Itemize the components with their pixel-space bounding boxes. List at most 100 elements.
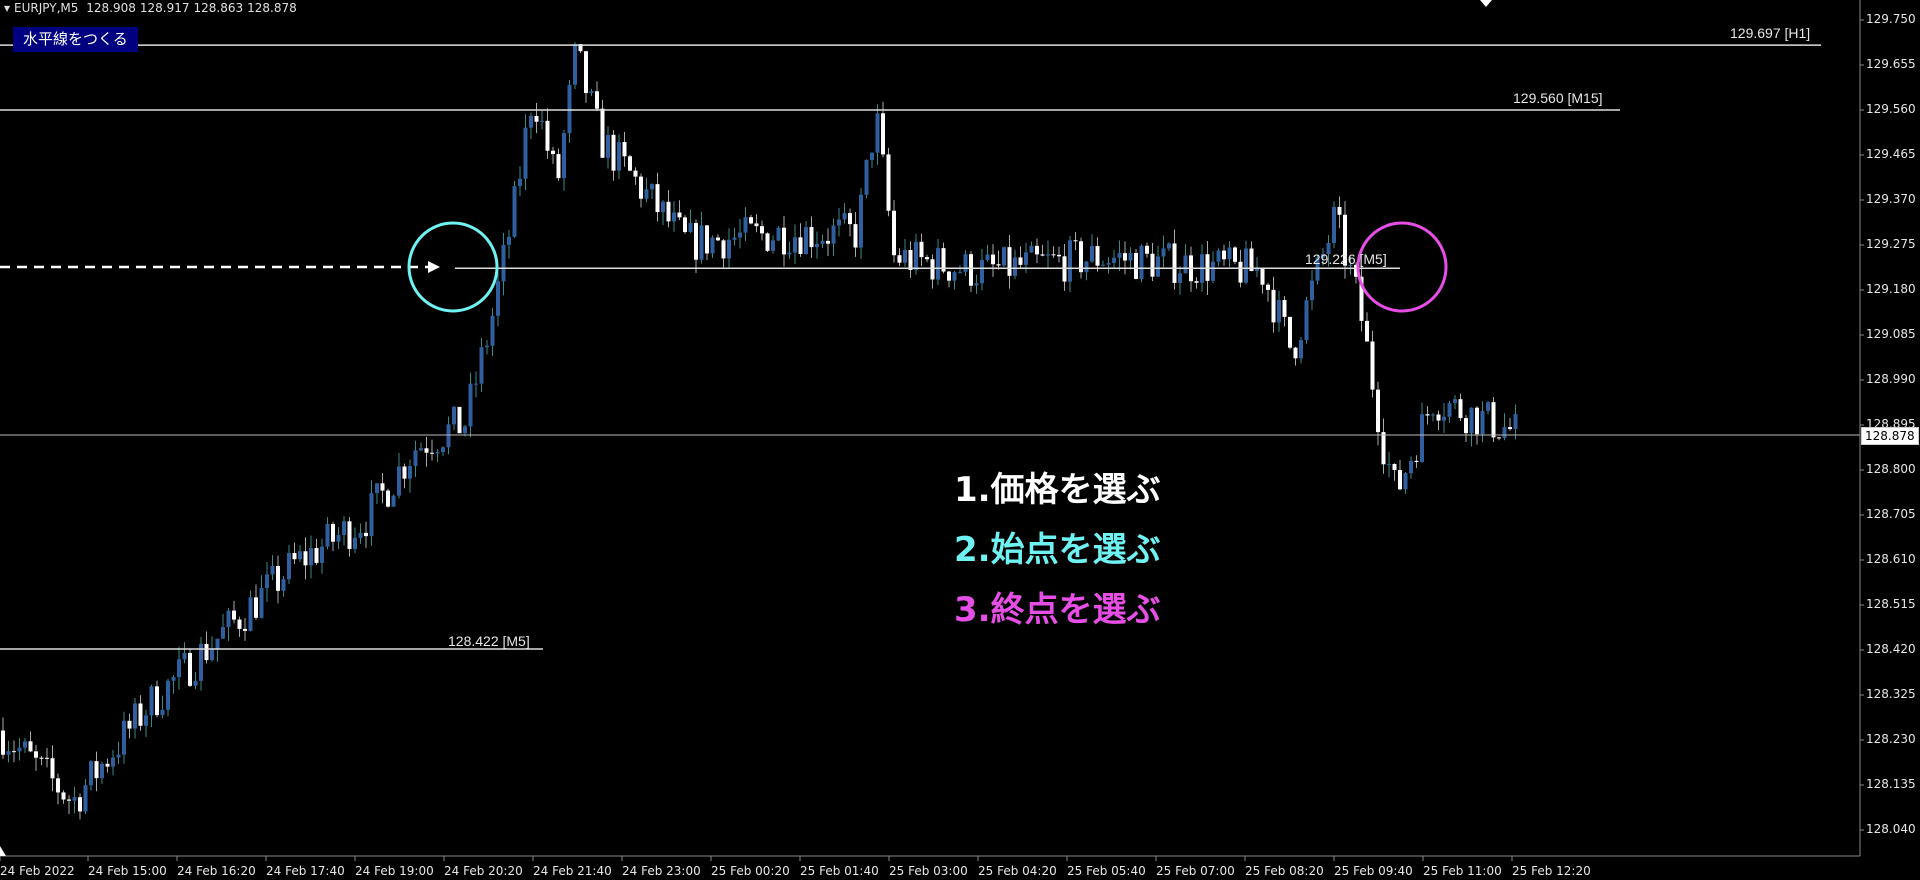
bull-candle: [149, 686, 154, 716]
bear-candle: [633, 170, 638, 177]
bull-candle: [831, 225, 836, 244]
open-value: 128.908: [86, 1, 136, 15]
bear-candle: [50, 758, 55, 779]
bull-candle: [309, 548, 313, 566]
bull-candle: [342, 521, 346, 535]
bear-candle: [1508, 427, 1512, 430]
bear-candle: [798, 237, 803, 254]
bear-candle: [1354, 264, 1358, 277]
bull-candle: [1304, 300, 1309, 341]
bear-candle: [56, 778, 60, 793]
bull-candle: [1502, 427, 1507, 439]
dropdown-triangle-icon[interactable]: ▾: [4, 1, 11, 15]
bear-candle: [1370, 341, 1375, 390]
bear-candle: [1222, 250, 1226, 260]
bull-candle: [859, 194, 863, 248]
bear-candle: [1079, 241, 1083, 273]
bull-candle: [1255, 268, 1259, 272]
bull-candle: [100, 763, 104, 779]
bear-candle: [1398, 469, 1402, 490]
bull-candle: [166, 680, 170, 710]
bull-candle: [1046, 254, 1050, 256]
bear-candle: [303, 551, 308, 566]
bear-candle: [1018, 257, 1023, 265]
bear-candle: [886, 154, 891, 211]
bear-candle: [754, 223, 759, 227]
bear-candle: [402, 466, 407, 479]
bull-candle: [1029, 245, 1034, 253]
bear-candle: [138, 703, 143, 726]
bear-candle: [331, 523, 335, 542]
shift-marker-icon[interactable]: [1480, 0, 1492, 7]
bull-candle: [1277, 300, 1281, 323]
bear-candle: [749, 217, 753, 224]
bull-candle: [1084, 261, 1089, 273]
bear-candle: [237, 619, 242, 629]
bull-candle: [397, 466, 401, 496]
price-tick-label: 128.515: [1866, 597, 1916, 611]
price-tick-label: 128.990: [1866, 372, 1916, 386]
bull-candle: [1128, 253, 1133, 261]
bear-candle: [364, 532, 368, 537]
bear-candle: [892, 210, 896, 256]
bear-candle: [45, 757, 49, 759]
scroll-marker-icon[interactable]: [0, 846, 6, 856]
bear-candle: [809, 227, 814, 248]
bull-candle: [287, 553, 291, 580]
price-tick-label: 129.180: [1866, 282, 1916, 296]
time-tick-label: 24 Feb 17:40: [266, 864, 345, 878]
bear-candle: [386, 490, 390, 507]
arrow-head-icon: [428, 261, 440, 273]
bull-candle: [672, 212, 676, 222]
price-tick-label: 128.800: [1866, 462, 1916, 476]
bull-candle: [1244, 248, 1248, 283]
bull-candle: [116, 754, 121, 758]
price-tick-label: 128.610: [1866, 552, 1916, 566]
bull-candle: [111, 757, 115, 767]
bear-candle: [925, 257, 929, 260]
bear-candle: [683, 217, 687, 233]
bull-candle: [1447, 403, 1452, 417]
bear-candle: [254, 597, 258, 618]
bear-candle: [853, 224, 858, 248]
bear-candle: [897, 255, 902, 263]
low-value: 128.863: [193, 1, 244, 15]
bull-candle: [375, 483, 379, 494]
bear-candle: [1233, 247, 1237, 262]
bear-candle: [760, 226, 764, 234]
bear-candle: [1497, 437, 1501, 439]
create-hline-button[interactable]: 水平線をつくる: [13, 27, 138, 52]
time-tick-label: 24 Feb 15:00: [88, 864, 167, 878]
bull-candle: [265, 574, 269, 588]
price-tick-label: 129.085: [1866, 327, 1916, 341]
price-tick-label: 129.750: [1866, 12, 1916, 26]
bear-candle: [34, 751, 38, 758]
bull-candle: [507, 236, 511, 245]
bull-candle: [468, 383, 473, 427]
bull-candle: [688, 223, 693, 233]
bear-candle: [622, 142, 627, 157]
bull-candle: [160, 709, 165, 716]
bull-candle: [133, 703, 137, 729]
bull-candle: [1442, 416, 1446, 421]
bull-candle: [17, 747, 22, 752]
bear-candle: [655, 184, 660, 213]
bull-candle: [776, 227, 781, 241]
price-tick-label: 129.275: [1866, 237, 1916, 251]
bear-candle: [881, 113, 885, 155]
bear-candle: [1475, 407, 1479, 435]
bull-candle: [496, 281, 500, 316]
bear-candle: [1194, 281, 1199, 283]
time-tick-label: 24 Feb 2022: [0, 864, 75, 878]
hline-label-m5-upper: 129.226 [M5]: [1305, 251, 1387, 267]
bull-candle: [485, 345, 489, 348]
bull-candle: [710, 237, 715, 254]
bull-candle: [1183, 255, 1188, 274]
bull-candle: [1453, 399, 1457, 404]
bear-candle: [314, 548, 319, 563]
bull-candle: [1068, 240, 1072, 282]
bear-candle: [276, 566, 280, 591]
bull-candle: [1139, 245, 1144, 279]
bear-candle: [930, 259, 935, 280]
